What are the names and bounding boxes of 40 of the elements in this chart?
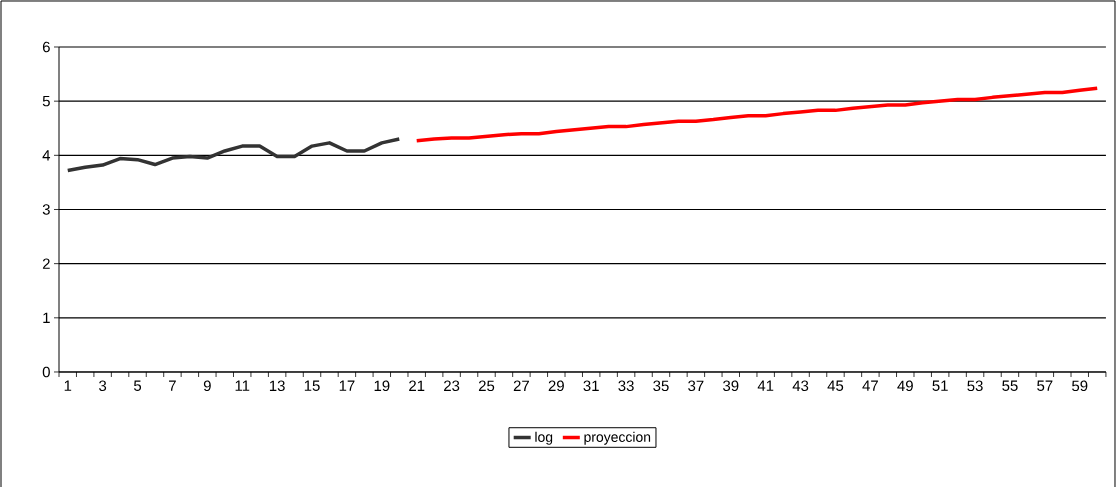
x-tick-label: 13 [269, 380, 285, 392]
x-tick-label: 7 [169, 380, 176, 391]
y-tick-label: 4 [42, 150, 51, 161]
legend-label: proyeccion [584, 431, 651, 445]
x-tick-label: 11 [235, 380, 250, 391]
line-series [65, 137, 402, 173]
x-tick-label: 49 [897, 380, 913, 392]
x-tick-label: 21 [409, 380, 425, 391]
x-tick-label: 33 [618, 380, 634, 392]
y-tick-label: 5 [42, 95, 50, 107]
x-tick-label: 59 [1072, 380, 1088, 392]
x-tick-label: 25 [478, 380, 495, 392]
x-tick-label: 27 [513, 380, 529, 391]
y-tick-label: 0 [42, 366, 50, 378]
x-tick-label: 9 [203, 380, 211, 392]
x-tick-label: 51 [932, 380, 948, 391]
x-tick-label: 37 [688, 380, 704, 392]
legend-label: log [535, 431, 553, 445]
x-tick-label: 5 [133, 380, 142, 391]
x-tick-label: 55 [1002, 380, 1018, 391]
x-tick-label: 47 [862, 380, 878, 391]
x-tick-label: 39 [723, 380, 739, 392]
x-tick-label: 1 [64, 380, 72, 391]
y-tick-label: 6 [42, 41, 50, 53]
y-tick-label: 2 [42, 258, 50, 269]
x-tick-label: 35 [653, 380, 669, 392]
y-tick-label: 3 [42, 204, 50, 215]
x-tick-label: 57 [1037, 380, 1053, 391]
x-tick-label: 15 [304, 380, 320, 391]
x-tick-label: 31 [583, 380, 599, 392]
x-tick-label: 41 [757, 380, 774, 391]
x-tick-label: 53 [967, 380, 983, 392]
y-tick-label: 1 [43, 312, 50, 323]
x-tick-label: 43 [792, 380, 809, 392]
x-tick-label: 29 [548, 380, 564, 392]
x-tick-label: 23 [444, 380, 460, 392]
x-tick-label: 45 [827, 380, 844, 391]
x-tick-label: 19 [374, 380, 390, 392]
x-tick-label: 17 [339, 380, 355, 391]
x-tick-label: 3 [99, 380, 107, 392]
